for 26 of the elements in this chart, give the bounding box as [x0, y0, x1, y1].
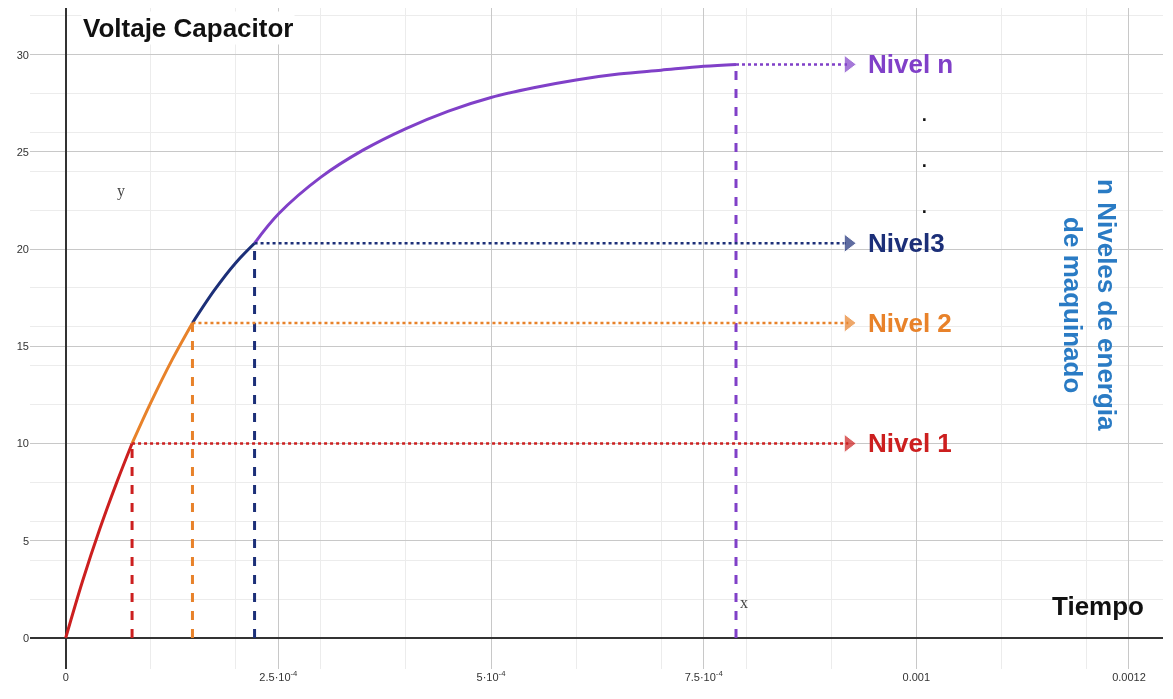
series-label: Nivel n — [868, 49, 954, 79]
y-tick-label: 25 — [16, 145, 29, 158]
x-tick-label: 0 — [62, 671, 69, 683]
y-tick-label: 30 — [16, 48, 29, 61]
annotation: x — [740, 594, 748, 611]
y-tick-label: 20 — [16, 242, 29, 255]
x-tick-label: 7.5·10$^{-4}$ — [684, 669, 724, 683]
y-tick-label: 10 — [16, 437, 29, 450]
x-tick-label: 5·10$^{-4}$ — [476, 669, 507, 683]
annotation: · — [920, 149, 929, 179]
x-tick-label: 0.0012 — [1112, 671, 1146, 683]
annotation: · — [920, 103, 929, 133]
x-tick-label: 2.5·10$^{-4}$ — [259, 669, 299, 683]
series-label: Nivel 1 — [868, 428, 952, 458]
annotation: de maquinado — [1057, 217, 1088, 394]
y-tick-label: 0 — [22, 631, 29, 644]
series-label: Nivel 2 — [868, 308, 952, 338]
y-axis-title: Voltaje Capacitor — [83, 13, 294, 43]
annotation: n Niveles de energia — [1091, 179, 1122, 432]
annotation: y — [117, 182, 125, 200]
y-tick-label: 5 — [22, 534, 29, 547]
annotation: · — [920, 195, 929, 225]
series-label: Nivel3 — [868, 228, 945, 258]
x-axis-title: Tiempo — [1052, 591, 1144, 621]
y-tick-label: 15 — [16, 340, 29, 353]
x-tick-label: 0.001 — [902, 671, 931, 683]
